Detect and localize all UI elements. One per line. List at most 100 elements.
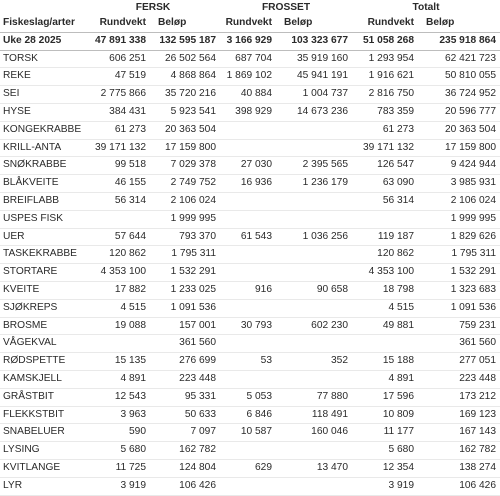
cell-totalt-rundvekt [352,334,418,354]
cell-totalt-belop: 9 424 944 [418,156,500,176]
cell-fersk-rundvekt: 590 [86,423,150,443]
cell-totalt-rundvekt: 10 809 [352,406,418,425]
cell-frosset-belop [276,334,352,354]
species-name: TORSK [0,50,86,69]
cell-totalt-belop: 759 231 [418,317,500,336]
table-row: UER 57 644 793 370 61 543 1 036 256 119 187 1 … [0,228,500,247]
table-row: KVEITE 17 882 1 233 025 916 90 658 18 798 1 32… [0,281,500,300]
column-header-species: Fiskeslag/arter [3,17,75,28]
cell-fersk-belop: 2 106 024 [150,192,220,211]
cell-frosset-rundvekt: 10 587 [220,423,276,443]
cell-fersk-rundvekt: 2 775 866 [86,85,150,104]
cell-fersk-belop: 1 532 291 [150,263,220,282]
cell-totalt-rundvekt: 120 862 [352,245,418,265]
cell-frosset-rundvekt: 40 884 [220,85,276,104]
cell-fersk-belop: 162 782 [150,441,220,460]
cell-totalt-rundvekt: 56 314 [352,192,418,211]
table-row: HYSE 384 431 5 923 541 398 929 14 673 236 783… [0,103,500,122]
cell-totalt-belop: 167 143 [418,423,500,443]
species-name: BREIFLABB [0,192,86,211]
cell-frosset-rundvekt: 27 030 [220,156,276,176]
cell-fersk-belop: 106 426 [150,477,220,496]
cell-totalt-belop: 138 274 [418,459,500,478]
species-name: RØDSPETTE [0,352,86,371]
table-row: KAMSKJELL 4 891 223 448 4 891 223 448 [0,370,500,389]
species-name: BLÅKVEITE [0,174,86,193]
cell-frosset-rundvekt: 16 936 [220,174,276,193]
cell-fersk-belop: 157 001 [150,317,220,336]
cell-frosset-rundvekt [220,299,276,318]
cell-totalt-rundvekt: 5 680 [352,441,418,460]
cell-totalt-belop: 50 810 055 [418,67,500,87]
cell-fersk-belop: 95 331 [150,388,220,407]
cell-totalt-belop: 1 091 536 [418,299,500,318]
cell-totalt-belop: 3 985 931 [418,174,500,193]
cell-fersk-belop: 7 097 [150,423,220,443]
table-row: BREIFLABB 56 314 2 106 024 56 314 2 106 024 [0,192,500,211]
table-row: KONGEKRABBE 61 273 20 363 504 61 273 20 363 … [0,121,500,140]
cell-fersk-belop: 20 363 504 [150,121,220,140]
totals-frosset-rundvekt: 3 166 929 [220,31,276,51]
cell-totalt-rundvekt: 4 515 [352,299,418,318]
cell-totalt-belop: 1 999 995 [418,210,500,229]
species-name: BROSME [0,317,86,336]
cell-fersk-rundvekt: 61 273 [86,121,150,140]
totals-fersk-rundvekt: 47 891 338 [86,31,150,51]
cell-totalt-belop: 1 829 626 [418,228,500,247]
cell-frosset-rundvekt [220,245,276,265]
species-name: KVITLANGE [0,459,86,478]
species-name: LYR [0,477,86,496]
column-header-frosset-rundvekt: Rundvekt [225,17,272,28]
table-row: FLEKKSTBIT 3 963 50 633 6 846 118 491 10 809 1… [0,406,500,425]
cell-totalt-rundvekt: 18 798 [352,281,418,300]
cell-fersk-rundvekt: 606 251 [86,50,150,69]
cell-fersk-belop: 793 370 [150,228,220,247]
cell-fersk-rundvekt: 5 680 [86,441,150,460]
table-row: TASKEKRABBE 120 862 1 795 311 120 862 1 795 … [0,245,500,265]
species-name: GRÅSTBIT [0,388,86,407]
cell-frosset-rundvekt [220,192,276,211]
cell-frosset-belop: 2 395 565 [276,156,352,176]
cell-fersk-belop: 1 795 311 [150,245,220,265]
table-row: REKE 47 519 4 868 864 1 869 102 45 941 191 1 … [0,67,500,87]
cell-frosset-rundvekt [220,139,276,158]
cell-frosset-rundvekt: 30 793 [220,317,276,336]
cell-frosset-belop: 160 046 [276,423,352,443]
table-row: SNØKRABBE 99 518 7 029 378 27 030 2 395 565 1… [0,156,500,176]
cell-frosset-rundvekt: 629 [220,459,276,478]
cell-frosset-rundvekt [220,263,276,282]
cell-totalt-rundvekt: 63 090 [352,174,418,193]
cell-fersk-belop: 5 923 541 [150,103,220,122]
cell-frosset-belop: 45 941 191 [276,67,352,87]
table-row: BLÅKVEITE 46 155 2 749 752 16 936 1 236 179 6… [0,174,500,193]
cell-frosset-belop: 118 491 [276,406,352,425]
cell-totalt-rundvekt: 11 177 [352,423,418,443]
cell-fersk-belop: 2 749 752 [150,174,220,193]
cell-totalt-rundvekt: 61 273 [352,121,418,140]
cell-frosset-belop: 602 230 [276,317,352,336]
cell-totalt-belop: 169 123 [418,406,500,425]
cell-fersk-rundvekt: 120 862 [86,245,150,265]
table-row: SNABELUER 590 7 097 10 587 160 046 11 177 167 … [0,423,500,443]
totals-row: Uke 28 2025 47 891 338 132 595 187 3 166… [0,31,500,51]
cell-frosset-belop [276,370,352,389]
column-header-totalt-belop: Beløp [426,17,455,28]
cell-totalt-rundvekt: 783 359 [352,103,418,122]
cell-frosset-rundvekt [220,441,276,460]
species-name: UER [0,228,86,247]
cell-fersk-rundvekt [86,210,150,229]
cell-totalt-belop: 36 724 952 [418,85,500,104]
cell-totalt-belop: 1 532 291 [418,263,500,282]
cell-frosset-rundvekt: 6 846 [220,406,276,425]
cell-totalt-rundvekt: 126 547 [352,156,418,176]
species-name: SNØKRABBE [0,156,86,176]
cell-totalt-rundvekt: 1 293 954 [352,50,418,69]
cell-totalt-belop: 2 106 024 [418,192,500,211]
cell-fersk-belop: 26 502 564 [150,50,220,69]
cell-totalt-belop: 20 596 777 [418,103,500,122]
cell-fersk-rundvekt: 56 314 [86,192,150,211]
table-row: USPES FISK 1 999 995 1 999 995 [0,210,500,229]
table-row: SJØKREPS 4 515 1 091 536 4 515 1 091 536 [0,299,500,318]
cell-fersk-rundvekt: 3 963 [86,406,150,425]
